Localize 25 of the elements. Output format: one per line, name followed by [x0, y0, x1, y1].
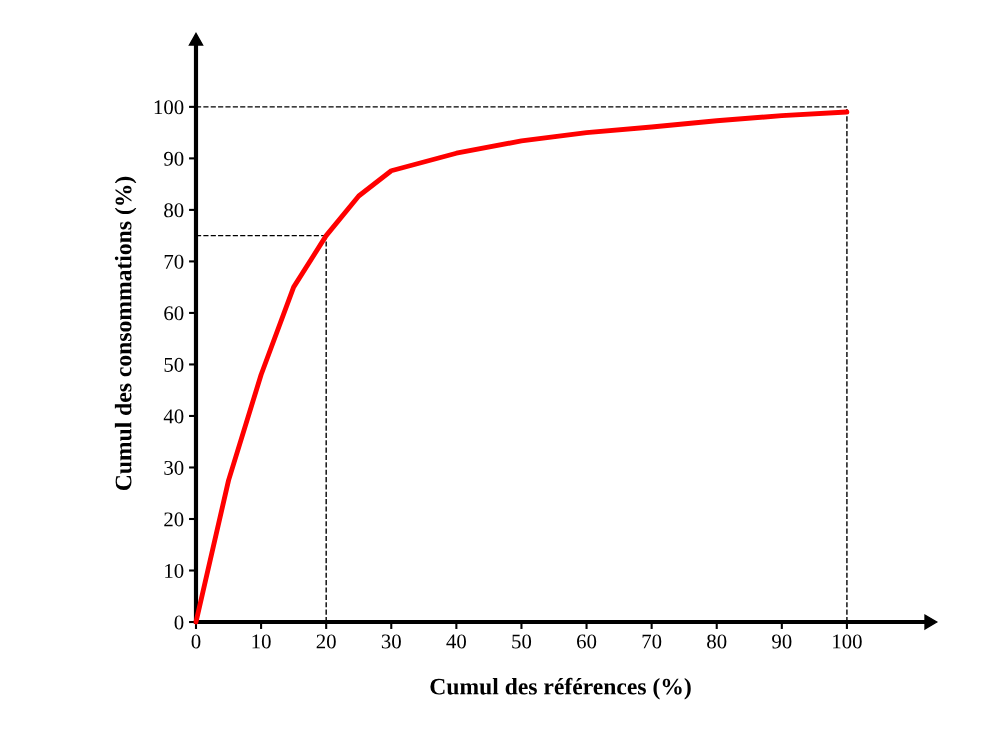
y-tick-label: 60 [164, 306, 184, 321]
x-tick-label: 30 [381, 634, 401, 649]
x-tick-label: 90 [772, 634, 792, 649]
y-tick-label: 90 [164, 151, 184, 166]
y-tick-label: 50 [164, 357, 184, 372]
y-tick-label: 80 [164, 203, 184, 218]
x-tick-label: 20 [316, 634, 336, 649]
y-tick-label: 10 [165, 563, 184, 578]
x-tick-label: 50 [512, 634, 532, 649]
y-tick-label: 100 [154, 100, 184, 115]
x-tick-label: 100 [833, 634, 862, 649]
x-tick-label: 0 [191, 634, 201, 649]
y-tick-label: 30 [164, 460, 184, 475]
y-tick-label: 0 [174, 615, 184, 630]
line-series [193, 109, 850, 625]
x-tick-label: 40 [446, 634, 466, 649]
x-axis-title: Cumul des références (%) [430, 677, 691, 700]
x-tick-label: 60 [577, 634, 597, 649]
y-tick-label: 40 [163, 409, 184, 424]
x-tick-label: 10 [252, 634, 271, 649]
x-tick-label: 70 [642, 634, 662, 649]
y-tick-label: 70 [164, 254, 184, 269]
x-tick-label: 80 [707, 634, 727, 649]
y-axis-title: Cumul des consommations (%) [114, 176, 137, 491]
y-tick-label: 20 [164, 512, 184, 527]
